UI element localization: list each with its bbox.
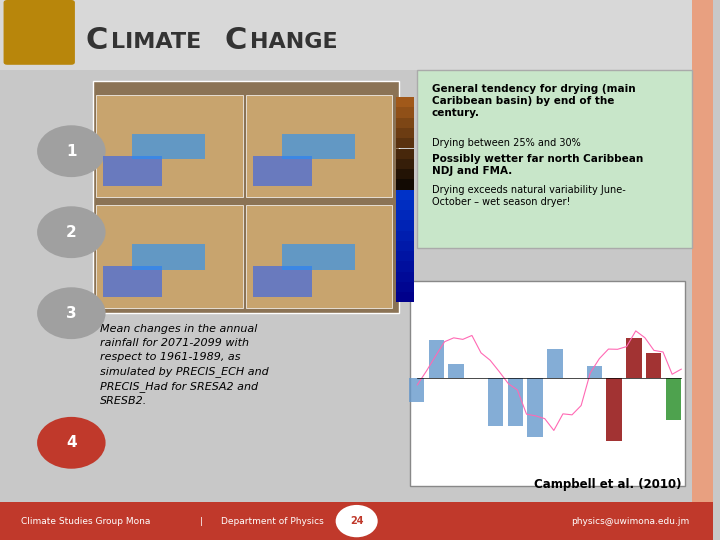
FancyBboxPatch shape <box>396 241 414 251</box>
FancyBboxPatch shape <box>246 94 392 197</box>
FancyBboxPatch shape <box>547 349 563 378</box>
Text: 2: 2 <box>66 225 77 240</box>
FancyBboxPatch shape <box>396 148 414 159</box>
FancyBboxPatch shape <box>606 378 622 441</box>
FancyBboxPatch shape <box>253 266 312 297</box>
FancyBboxPatch shape <box>410 281 685 486</box>
FancyBboxPatch shape <box>396 118 414 128</box>
FancyBboxPatch shape <box>132 133 205 159</box>
FancyBboxPatch shape <box>396 272 414 282</box>
FancyBboxPatch shape <box>396 282 414 292</box>
FancyBboxPatch shape <box>527 378 543 436</box>
FancyBboxPatch shape <box>96 205 243 308</box>
Text: C: C <box>225 26 247 55</box>
FancyBboxPatch shape <box>396 107 414 118</box>
FancyBboxPatch shape <box>396 159 414 169</box>
FancyBboxPatch shape <box>253 156 312 186</box>
Text: LIMATE: LIMATE <box>111 32 209 52</box>
FancyBboxPatch shape <box>587 366 602 378</box>
Circle shape <box>37 287 106 339</box>
FancyBboxPatch shape <box>396 169 414 179</box>
FancyBboxPatch shape <box>104 156 162 186</box>
Text: Climate Studies Group Mona: Climate Studies Group Mona <box>22 517 150 525</box>
FancyBboxPatch shape <box>96 94 243 197</box>
FancyBboxPatch shape <box>409 378 425 402</box>
Text: C: C <box>86 26 108 55</box>
Text: General tendency for drying (main
Caribbean basin) by end of the
century.: General tendency for drying (main Caribb… <box>431 84 635 118</box>
Text: Department of Physics: Department of Physics <box>221 517 324 525</box>
FancyBboxPatch shape <box>646 353 662 378</box>
FancyBboxPatch shape <box>0 502 714 540</box>
FancyBboxPatch shape <box>396 261 414 272</box>
Text: 4: 4 <box>66 435 76 450</box>
FancyBboxPatch shape <box>449 364 464 378</box>
Text: |: | <box>199 517 203 525</box>
FancyBboxPatch shape <box>396 97 414 107</box>
FancyBboxPatch shape <box>692 0 714 502</box>
Text: 1: 1 <box>66 144 76 159</box>
FancyBboxPatch shape <box>282 133 355 159</box>
FancyBboxPatch shape <box>0 0 692 70</box>
FancyBboxPatch shape <box>428 340 444 378</box>
FancyBboxPatch shape <box>246 205 392 308</box>
Circle shape <box>37 206 106 258</box>
FancyBboxPatch shape <box>132 244 205 270</box>
FancyBboxPatch shape <box>508 378 523 426</box>
Circle shape <box>337 506 377 536</box>
FancyBboxPatch shape <box>396 179 414 190</box>
Text: Mean changes in the annual
rainfall for 2071-2099 with
respect to 1961-1989, as
: Mean changes in the annual rainfall for … <box>100 324 269 406</box>
FancyBboxPatch shape <box>93 81 400 313</box>
Text: Campbell et al. (2010): Campbell et al. (2010) <box>534 478 681 491</box>
FancyBboxPatch shape <box>396 220 414 231</box>
FancyBboxPatch shape <box>396 138 414 149</box>
Text: 24: 24 <box>350 516 364 526</box>
Circle shape <box>37 417 106 469</box>
FancyBboxPatch shape <box>396 210 414 220</box>
Text: Drying between 25% and 30%: Drying between 25% and 30% <box>431 138 580 148</box>
Text: Drying exceeds natural variability June-
October – wet season dryer!: Drying exceeds natural variability June-… <box>431 185 626 207</box>
Text: 3: 3 <box>66 306 76 321</box>
FancyBboxPatch shape <box>396 292 414 302</box>
FancyBboxPatch shape <box>104 266 162 297</box>
FancyBboxPatch shape <box>396 190 414 200</box>
FancyBboxPatch shape <box>487 378 503 426</box>
FancyBboxPatch shape <box>282 244 355 270</box>
FancyBboxPatch shape <box>396 128 414 138</box>
Circle shape <box>37 125 106 177</box>
Text: physics@uwimona.edu.jm: physics@uwimona.edu.jm <box>571 517 689 525</box>
FancyBboxPatch shape <box>626 338 642 378</box>
FancyBboxPatch shape <box>418 70 692 248</box>
FancyBboxPatch shape <box>665 378 681 420</box>
Text: HANGE: HANGE <box>250 32 337 52</box>
FancyBboxPatch shape <box>396 251 414 261</box>
FancyBboxPatch shape <box>396 200 414 210</box>
FancyBboxPatch shape <box>4 0 75 65</box>
FancyBboxPatch shape <box>396 231 414 241</box>
Text: Possibly wetter far north Caribbean
NDJ and FMA.: Possibly wetter far north Caribbean NDJ … <box>431 154 643 176</box>
